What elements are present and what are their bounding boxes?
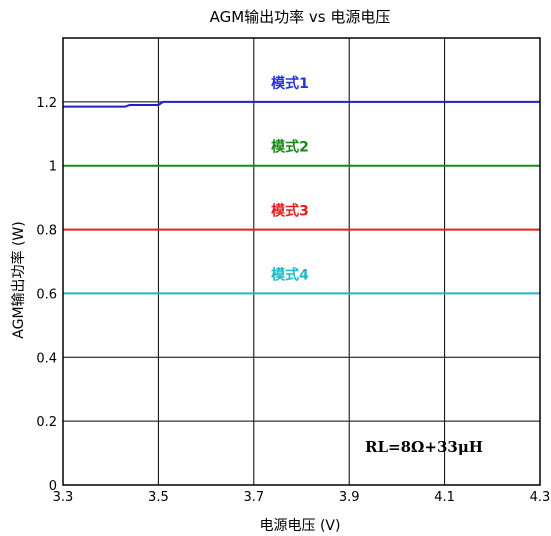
plot-frame [62, 37, 541, 486]
y-tick-label: 0.2 [36, 415, 57, 430]
series-lines [63, 100, 540, 295]
x-tick-label: 3.3 [53, 490, 74, 505]
y-axis-label: AGM输出功率 (W) [10, 221, 27, 338]
x-axis-ticks: 3.3 3.5 3.7 3.9 4.1 4.3 [53, 490, 551, 505]
y-tick-label: 1.2 [36, 96, 57, 111]
y-axis-ticks: 0 0.2 0.4 0.6 0.8 1 1.2 [36, 96, 57, 494]
load-annotation: RL=8Ω+33μH [365, 438, 483, 456]
series-label-2: 模式2 [271, 139, 309, 156]
x-axis-label: 电源电压 (V) [260, 518, 341, 534]
series-labels: 模式1 模式2 模式3 模式4 [271, 75, 309, 284]
series-label-3: 模式3 [271, 203, 309, 220]
y-tick-label: 0.6 [36, 287, 57, 302]
x-tick-label: 4.3 [530, 490, 551, 505]
chart-title: AGM输出功率 vs 电源电压 [210, 8, 391, 26]
series-label-1: 模式1 [271, 75, 309, 92]
x-tick-label: 3.7 [243, 490, 264, 505]
series-label-4: 模式4 [271, 266, 309, 283]
series-line-1 [63, 100, 540, 108]
x-tick-label: 3.5 [148, 490, 169, 505]
y-tick-label: 1 [49, 160, 57, 175]
x-tick-label: 4.1 [434, 490, 455, 505]
y-tick-label: 0.4 [36, 351, 57, 366]
x-tick-label: 3.9 [339, 490, 360, 505]
y-tick-label: 0 [49, 479, 57, 494]
y-tick-label: 0.8 [36, 224, 57, 239]
